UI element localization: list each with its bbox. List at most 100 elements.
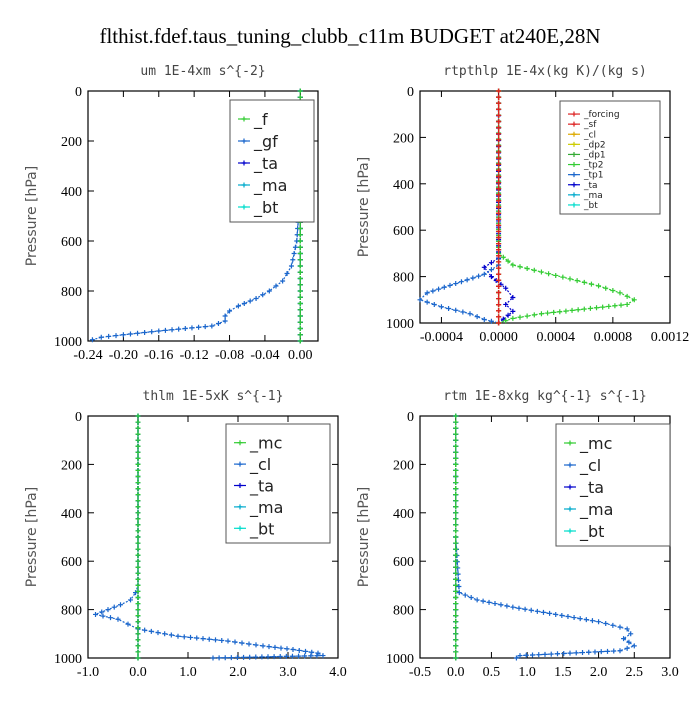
- data-point: [496, 296, 502, 302]
- data-point: [135, 461, 141, 467]
- data-point: [592, 649, 598, 655]
- data-point: [135, 546, 141, 552]
- data-point: [624, 301, 630, 307]
- data-point: [496, 302, 502, 308]
- data-point: [547, 610, 553, 616]
- y-tick-label: 800: [393, 271, 414, 286]
- data-point: [189, 325, 195, 331]
- data-point: [598, 649, 604, 655]
- legend-marker: [571, 121, 577, 127]
- data-point: [496, 100, 502, 106]
- y-tick-label: 200: [393, 458, 414, 473]
- data-point: [135, 443, 141, 449]
- data-point: [517, 653, 523, 659]
- y-tick-label: 600: [61, 235, 82, 250]
- data-point: [202, 324, 208, 330]
- data-point: [135, 467, 141, 473]
- legend-marker: [571, 141, 577, 147]
- data-point: [453, 564, 459, 570]
- legend-marker: [237, 461, 243, 467]
- data-point: [453, 649, 459, 655]
- data-point: [496, 192, 502, 198]
- data-point: [455, 577, 461, 583]
- legend-entry: _cl: [583, 130, 596, 140]
- data-point: [588, 281, 594, 287]
- data-point: [283, 653, 289, 659]
- x-tick-label: 2.0: [590, 665, 608, 680]
- data-point: [510, 308, 516, 314]
- data-point: [278, 645, 284, 651]
- legend-entry: _tp1: [583, 171, 603, 181]
- data-point: [496, 119, 502, 125]
- data-point: [496, 216, 502, 222]
- data-point: [496, 155, 502, 161]
- data-point: [538, 311, 544, 317]
- data-point: [510, 262, 516, 268]
- data-point: [458, 279, 464, 285]
- data-point: [247, 298, 253, 304]
- data-point: [215, 321, 221, 326]
- y-tick-label: 200: [393, 131, 414, 146]
- legend-marker: [237, 525, 243, 531]
- data-point: [517, 314, 523, 320]
- x-tick-label: 3.0: [661, 665, 679, 680]
- data-point: [510, 604, 516, 610]
- data-point: [106, 333, 112, 339]
- y-tick-label: 1000: [54, 335, 82, 350]
- data-point: [496, 253, 502, 259]
- legend: _f_gf_ta_ma_bt: [229, 99, 315, 223]
- data-point: [453, 486, 459, 492]
- legend-box: [555, 423, 671, 547]
- data-point: [577, 616, 583, 622]
- plot-frame: [419, 90, 671, 324]
- data-point: [431, 301, 437, 307]
- data-point: [453, 601, 459, 607]
- data-point: [496, 308, 502, 314]
- data-point: [155, 630, 161, 636]
- y-tick-label: 800: [61, 604, 82, 619]
- data-point: [453, 480, 459, 486]
- data-point: [596, 619, 602, 625]
- data-point: [624, 293, 630, 299]
- data-point: [567, 276, 573, 282]
- data-point: [135, 625, 141, 631]
- data-point: [617, 648, 623, 654]
- data-point: [453, 534, 459, 540]
- legend-entry: _bt: [249, 519, 274, 539]
- y-tick-label: 0: [75, 85, 82, 100]
- data-point: [503, 285, 509, 291]
- data-point: [135, 474, 141, 479]
- data-point: [618, 302, 624, 308]
- data-point: [617, 624, 623, 630]
- data-point: [586, 649, 592, 655]
- x-tick-label: 0.0008: [594, 330, 633, 345]
- data-point: [553, 272, 559, 278]
- data-point: [297, 282, 303, 288]
- data-point: [247, 654, 253, 660]
- data-point: [128, 597, 133, 603]
- data-point: [453, 461, 459, 467]
- data-point: [120, 332, 126, 338]
- y-axis-label: Pressure [hPa]: [356, 157, 372, 257]
- data-point: [453, 613, 459, 619]
- data-point: [453, 576, 459, 582]
- legend-entry: _sf: [583, 120, 597, 130]
- data-point: [135, 643, 141, 649]
- x-tick-label: 0.0: [447, 665, 465, 680]
- figure-title: flthist.fdef.taus_tuning_clubb_c11m BUDG…: [99, 24, 600, 48]
- data-point: [135, 498, 141, 504]
- data-point: [453, 546, 459, 552]
- data-point: [621, 636, 627, 642]
- data-point: [135, 431, 141, 437]
- data-point: [113, 333, 119, 339]
- data-point: [453, 455, 459, 461]
- series-markers-mc: [453, 413, 459, 661]
- panel-4: rtm 1E-8xkg kg^{-1} s^{-1} Pressure [hPa]…: [356, 389, 679, 680]
- data-point: [530, 652, 535, 658]
- legend-marker: [567, 506, 573, 512]
- data-point: [496, 210, 502, 216]
- legend-entry: _forcing: [583, 110, 620, 120]
- data-point: [488, 318, 494, 324]
- data-point: [606, 303, 612, 309]
